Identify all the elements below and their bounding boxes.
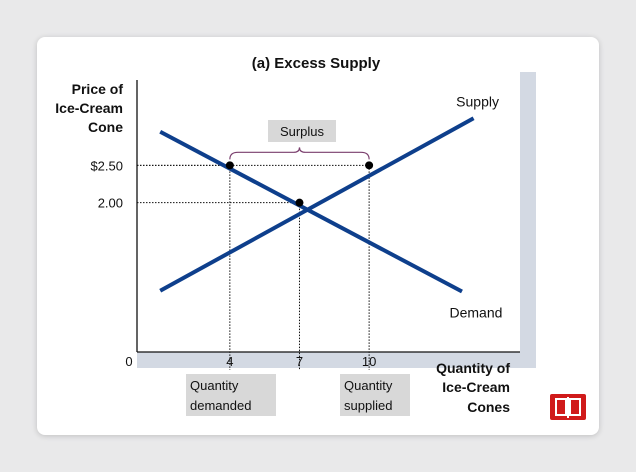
y-axis-label-line-3: Cone xyxy=(88,119,123,135)
supply-curve xyxy=(159,116,475,293)
y-axis-label-line-2: Ice-Cream xyxy=(55,100,123,116)
quantity-supplied-box xyxy=(340,374,410,416)
right-panel xyxy=(520,72,536,366)
quantity-supplied-line-1: Quantity xyxy=(344,378,393,393)
x-tick-label-10: 10 xyxy=(362,354,376,369)
curves: Supply Demand xyxy=(159,93,503,321)
quantity-supplied-line-2: supplied xyxy=(344,398,392,413)
demand-label: Demand xyxy=(450,305,503,321)
surplus-label-box xyxy=(268,120,336,142)
point-2 xyxy=(365,161,374,170)
y-tick-label-1: 2.00 xyxy=(98,196,123,211)
surplus-label: Surplus xyxy=(280,124,325,139)
demand-curve xyxy=(159,129,463,294)
guide-lines xyxy=(137,164,370,370)
point-1 xyxy=(295,198,304,207)
x-tick-label-7: 7 xyxy=(296,354,303,369)
x-axis-label-line-3: Cones xyxy=(467,399,510,415)
supply-label: Supply xyxy=(456,93,499,109)
points xyxy=(225,161,374,207)
quantity-demanded-line-1: Quantity xyxy=(190,378,239,393)
chart-title: (a) Excess Supply xyxy=(252,55,381,72)
x-tick-label-0: 0 xyxy=(125,354,132,369)
x-axis-label-line-2: Ice-Cream xyxy=(442,379,510,395)
y-tick-label-0: $2.50 xyxy=(90,158,123,173)
tick-labels: 0 4 7 10 $2.50 2.00 xyxy=(90,158,376,369)
chart-card xyxy=(37,37,599,435)
point-0 xyxy=(225,161,234,170)
surplus-brace xyxy=(229,147,370,160)
x-tick-label-4: 4 xyxy=(226,354,233,369)
quantity-demanded-box xyxy=(186,374,276,416)
y-axis-label-line-1: Price of xyxy=(72,81,124,97)
quantity-demanded-line-2: demanded xyxy=(190,398,251,413)
red-book-icon[interactable] xyxy=(550,394,586,420)
bottom-panel xyxy=(137,352,536,368)
x-axis-label-line-1: Quantity of xyxy=(436,360,510,376)
